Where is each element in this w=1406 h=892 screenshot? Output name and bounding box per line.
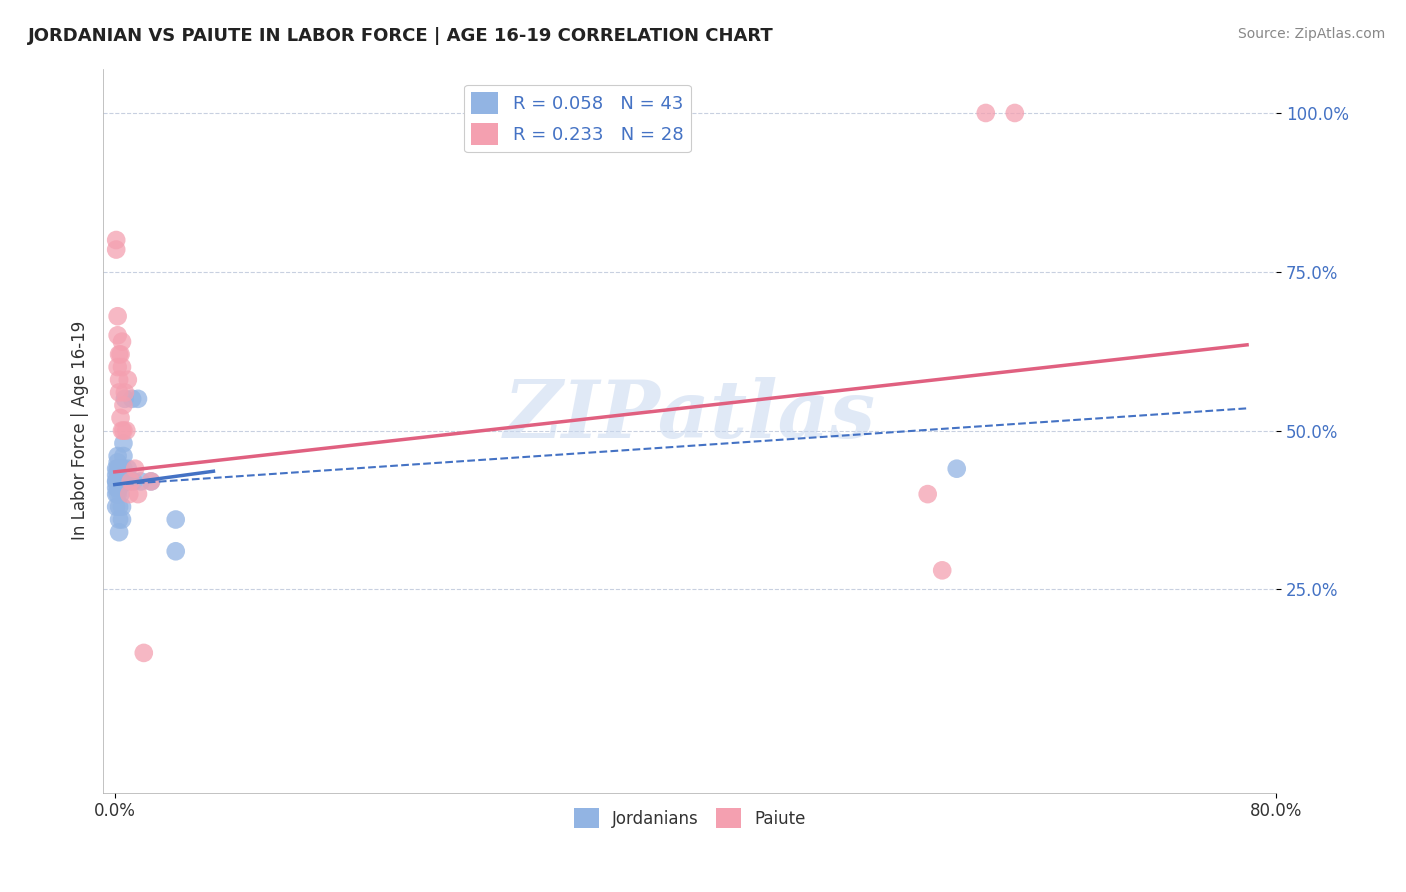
Point (111, 424, 134, 438)
Point (974, 106, 997, 120)
Point (117, 461, 139, 475)
Point (105, 233, 128, 247)
Point (108, 500, 131, 514)
Point (111, 500, 134, 514)
Point (120, 475, 142, 489)
Point (110, 487, 132, 501)
Point (121, 392, 143, 406)
Point (945, 461, 967, 475)
Point (165, 512, 187, 526)
Point (110, 461, 132, 475)
Point (110, 475, 132, 489)
Point (118, 475, 141, 489)
Point (105, 461, 128, 475)
Point (112, 461, 135, 475)
Point (105, 475, 128, 489)
Point (107, 468, 129, 483)
Point (114, 392, 136, 406)
Point (111, 512, 134, 526)
Point (108, 385, 131, 400)
Point (118, 487, 141, 501)
Point (124, 461, 146, 475)
Point (112, 449, 135, 463)
Point (107, 360, 129, 375)
Point (108, 481, 131, 495)
Point (108, 475, 131, 489)
Point (105, 487, 128, 501)
Point (108, 373, 131, 387)
Point (107, 487, 129, 501)
Point (165, 544, 187, 558)
Point (111, 334, 134, 349)
Point (112, 436, 135, 450)
Text: JORDANIAN VS PAIUTE IN LABOR FORCE | AGE 16-19 CORRELATION CHART: JORDANIAN VS PAIUTE IN LABOR FORCE | AGE… (28, 27, 773, 45)
Y-axis label: In Labor Force | Age 16-19: In Labor Force | Age 16-19 (72, 321, 89, 541)
Point (105, 500, 128, 514)
Point (110, 347, 132, 361)
Point (107, 475, 129, 489)
Point (931, 563, 953, 577)
Point (110, 468, 132, 483)
Point (139, 475, 162, 489)
Point (139, 475, 162, 489)
Point (112, 424, 135, 438)
Point (108, 347, 131, 361)
Point (107, 481, 129, 495)
Point (107, 449, 129, 463)
Point (112, 398, 135, 412)
Point (917, 487, 939, 501)
Point (110, 410, 132, 425)
Point (127, 487, 149, 501)
Point (105, 243, 128, 257)
Point (105, 475, 128, 489)
Point (117, 373, 139, 387)
Point (107, 455, 129, 469)
Point (1004, 106, 1026, 120)
Text: ZIPatlas: ZIPatlas (503, 377, 876, 455)
Legend: Jordanians, Paiute: Jordanians, Paiute (567, 801, 813, 835)
Text: Source: ZipAtlas.com: Source: ZipAtlas.com (1237, 27, 1385, 41)
Point (132, 646, 155, 660)
Point (108, 525, 131, 540)
Point (108, 461, 131, 475)
Point (115, 475, 138, 489)
Point (122, 475, 145, 489)
Point (114, 385, 136, 400)
Point (105, 481, 128, 495)
Point (108, 468, 131, 483)
Point (107, 310, 129, 324)
Point (110, 475, 132, 489)
Point (111, 360, 134, 375)
Point (108, 512, 131, 526)
Point (105, 468, 128, 483)
Point (107, 461, 129, 475)
Point (127, 392, 149, 406)
Point (115, 424, 138, 438)
Point (129, 475, 152, 489)
Point (107, 328, 129, 343)
